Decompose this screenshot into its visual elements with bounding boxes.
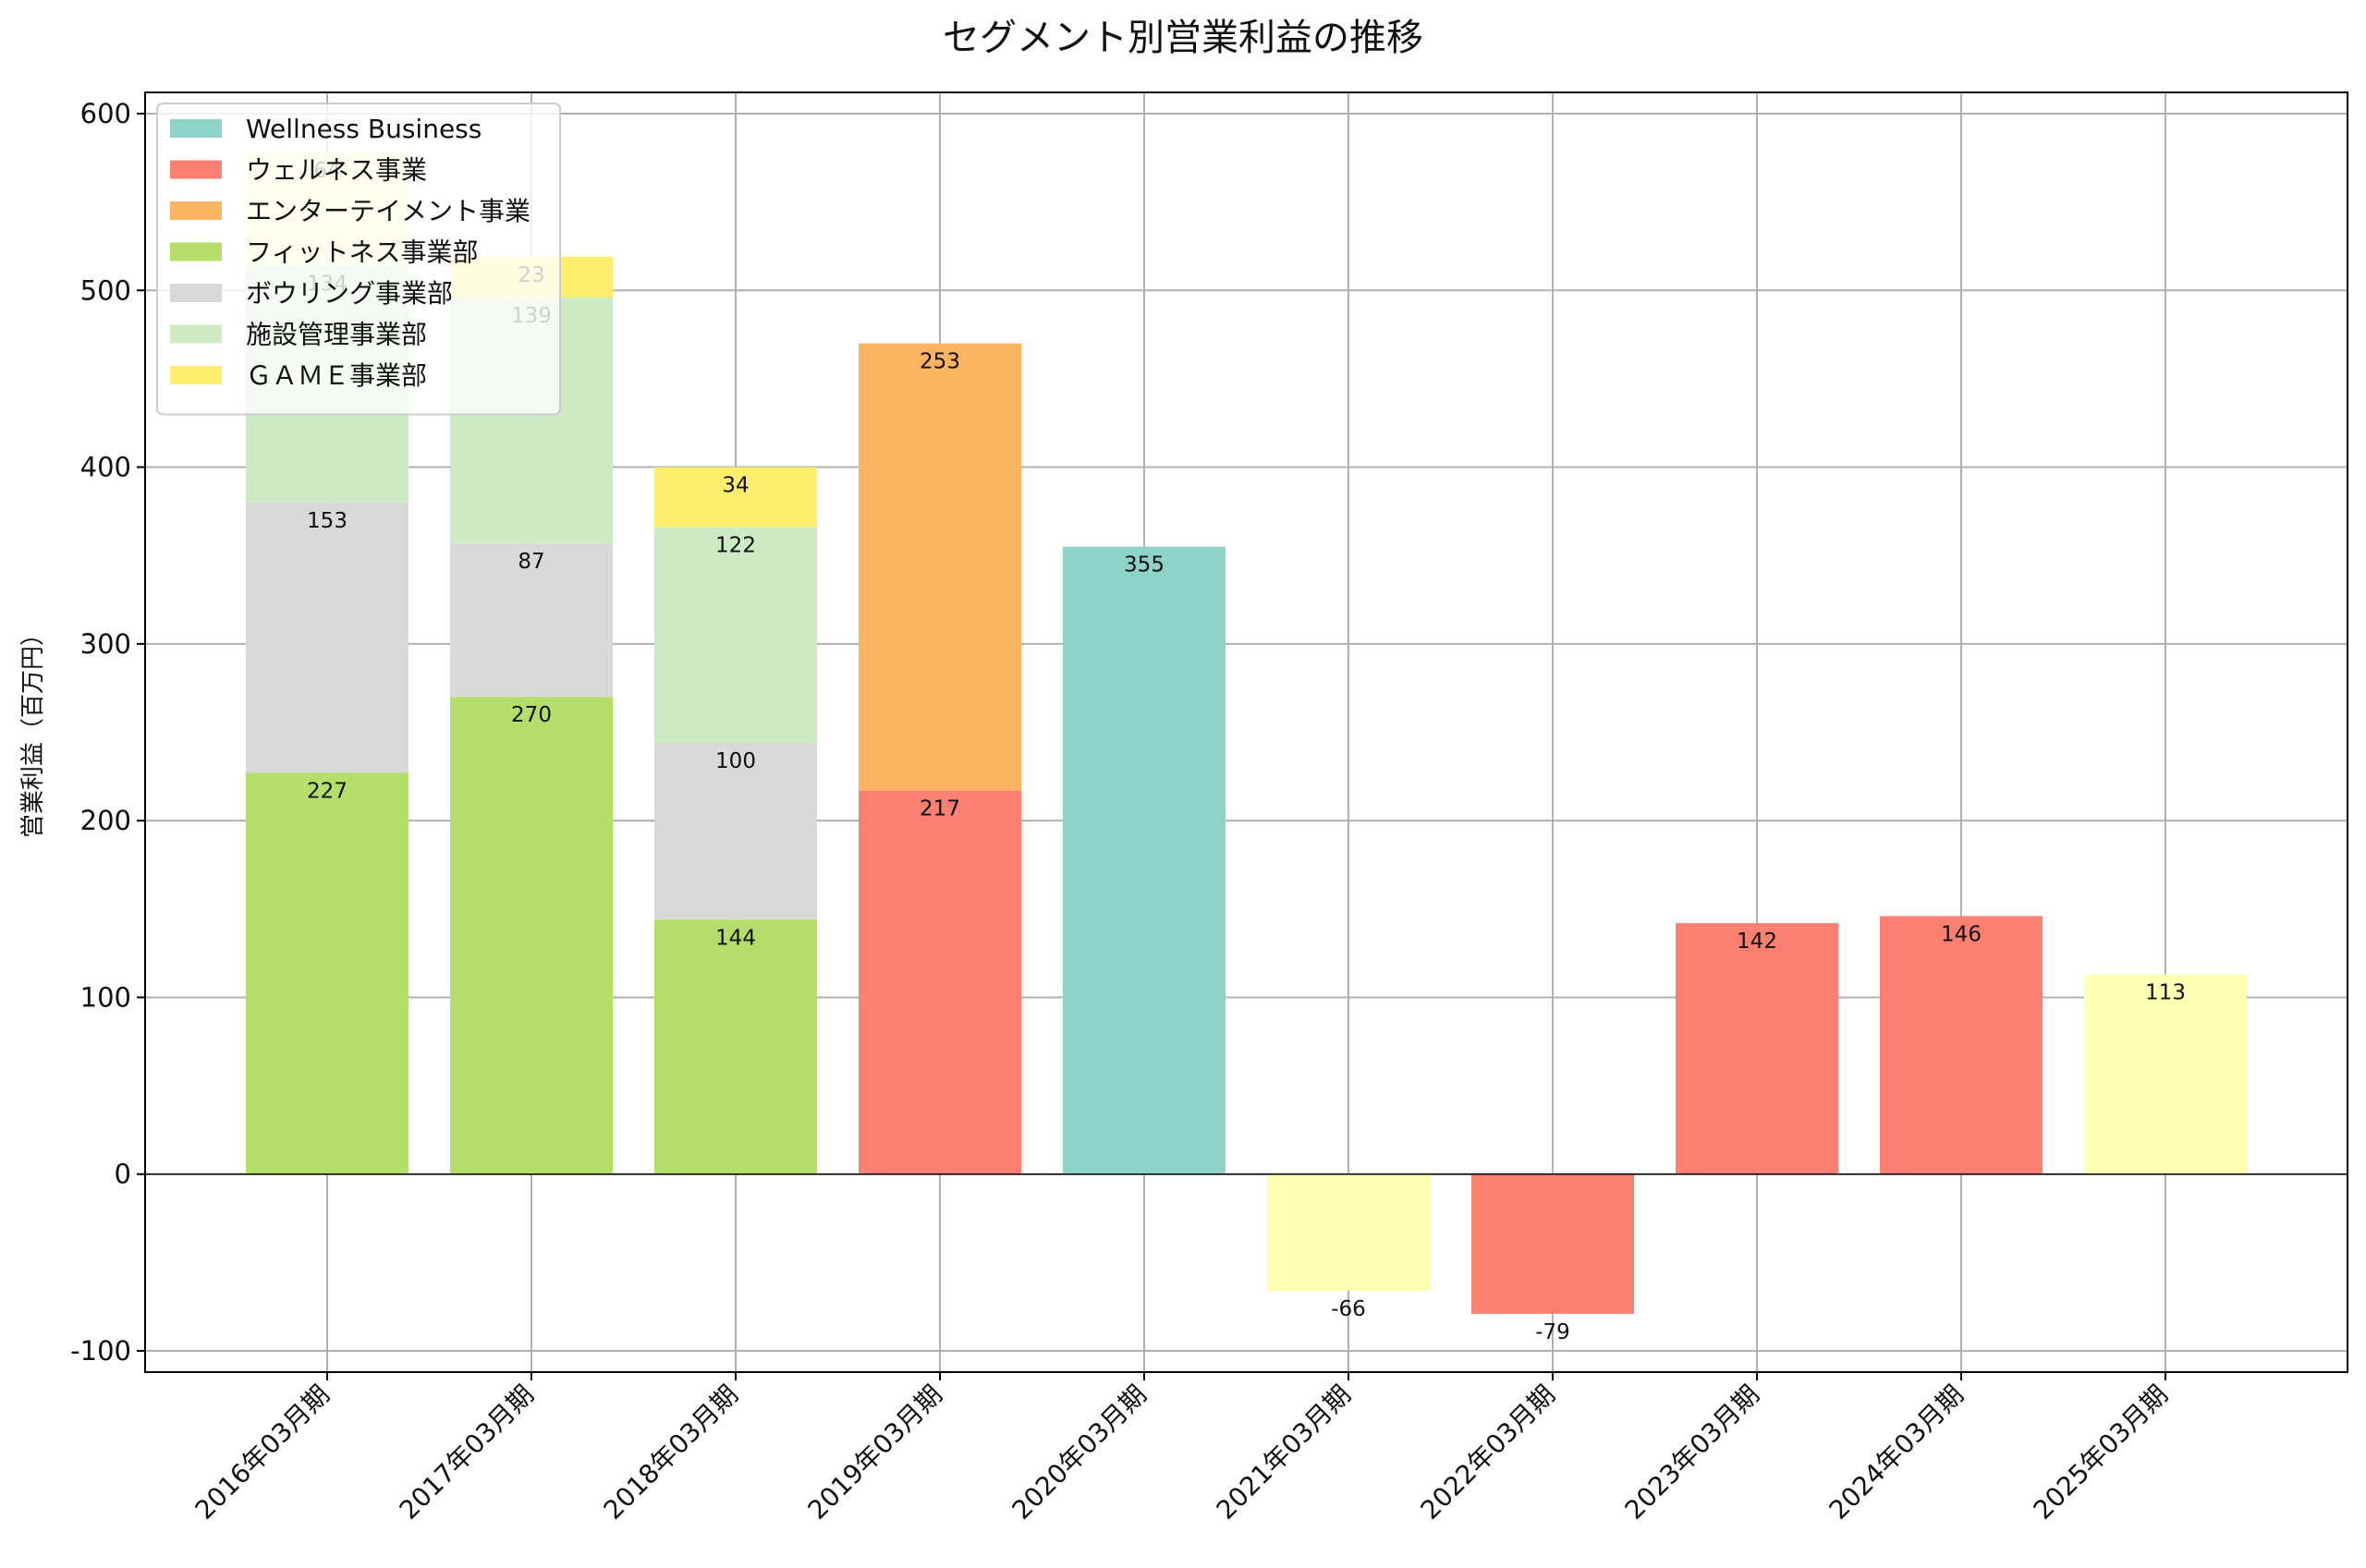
- data-label: 144: [715, 926, 756, 950]
- bars: [246, 152, 2247, 1314]
- y-tick-label: 0: [115, 1159, 131, 1190]
- legend-label: 施設管理事業部: [246, 320, 427, 350]
- y-tick-label: 200: [80, 805, 131, 836]
- x-tick-label: 2017年03月期: [394, 1380, 540, 1525]
- legend-label: Wellness Business: [246, 114, 482, 144]
- legend-label: ボウリング事業部: [246, 278, 453, 309]
- bar-segment: [450, 542, 613, 698]
- bar-segment: [654, 527, 817, 743]
- bar-segment: [246, 772, 409, 1174]
- legend-label: ＧＡＭＥ事業部: [246, 360, 427, 391]
- legend-swatch: [170, 242, 222, 261]
- bar-segment: [1676, 923, 1838, 1174]
- x-tick-label: 2024年03月期: [1823, 1380, 1970, 1525]
- y-tick-label: 600: [80, 98, 131, 129]
- y-tick-label: 100: [80, 981, 131, 1013]
- bar-segment: [654, 467, 817, 528]
- legend-swatch: [170, 119, 222, 138]
- data-label: -66: [1331, 1297, 1366, 1321]
- bar-segment: [450, 697, 613, 1174]
- bar-segment: [1267, 1173, 1430, 1292]
- legend-swatch: [170, 284, 222, 302]
- legend-label: フィットネス事業部: [246, 237, 478, 268]
- data-label: 100: [715, 749, 756, 773]
- data-label: 270: [511, 703, 552, 727]
- y-tick-label: -100: [70, 1335, 131, 1367]
- bar-segment: [654, 742, 817, 920]
- x-tick-label: 2018年03月期: [598, 1380, 744, 1525]
- x-tick-label: 2016年03月期: [189, 1380, 335, 1525]
- legend-swatch: [170, 366, 222, 384]
- legend-box: [156, 103, 561, 416]
- data-label: 87: [518, 550, 544, 574]
- x-tick-label: 2021年03月期: [1211, 1380, 1357, 1525]
- bar-segment: [1880, 916, 2043, 1174]
- legend-swatch: [170, 201, 222, 220]
- data-label: 122: [715, 534, 756, 558]
- bar-segment: [859, 343, 1021, 791]
- data-label: 355: [1124, 553, 1165, 577]
- bar-segment: [2084, 974, 2247, 1174]
- bar-segment: [859, 790, 1021, 1174]
- data-label: 227: [307, 779, 348, 803]
- data-label: 146: [1941, 922, 1982, 946]
- y-axis-label: 営業利益（百万円）: [19, 622, 47, 838]
- plot-frame: [144, 91, 2348, 1373]
- data-label: 142: [1737, 930, 1777, 954]
- x-tick-label: 2020年03月期: [1006, 1380, 1153, 1525]
- legend-label: ウェルネス事業: [246, 155, 427, 186]
- legend: Wellness Business ウェルネス事業エンターテイメント事業フィットネ…: [156, 103, 561, 416]
- x-tick-label: 2022年03月期: [1415, 1380, 1561, 1525]
- data-label: 253: [920, 350, 960, 374]
- y-tick-label: 500: [80, 274, 131, 306]
- x-tick-label: 2025年03月期: [2028, 1380, 2174, 1525]
- data-label: 34: [722, 474, 749, 498]
- data-label: 113: [2145, 981, 2186, 1005]
- y-tick-label: 300: [80, 628, 131, 660]
- y-tick-label: 400: [80, 452, 131, 483]
- legend-swatch: [170, 324, 222, 344]
- bar-segment: [1471, 1173, 1634, 1314]
- bar-segment: [654, 919, 817, 1174]
- x-tick-label: 2023年03月期: [1619, 1380, 1765, 1525]
- bar-segment: [246, 502, 409, 773]
- data-label: -79: [1535, 1320, 1570, 1344]
- data-label: 217: [920, 797, 960, 821]
- data-labels: 227270144153871001341391222334217-791421…: [307, 159, 2186, 1344]
- bar-segment: [1063, 546, 1226, 1174]
- legend-swatch: [170, 160, 222, 179]
- legend-label: エンターテイメント事業: [246, 196, 531, 226]
- x-tick-label: 2019年03月期: [802, 1380, 948, 1525]
- data-label: 153: [307, 509, 348, 533]
- chart-title: セグメント別営業利益の推移: [943, 17, 1423, 59]
